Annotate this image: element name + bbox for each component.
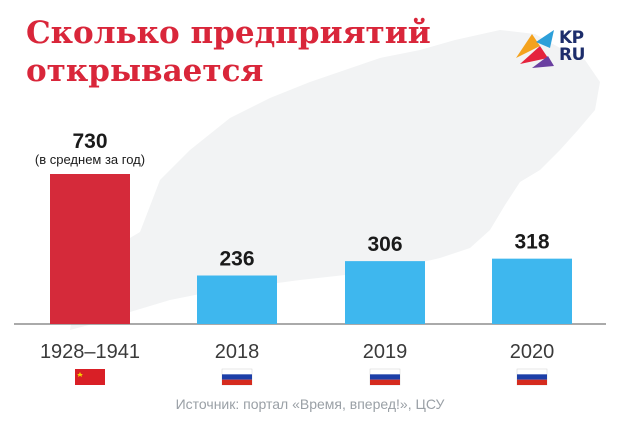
- kp-logo-text: KP RU: [559, 28, 585, 65]
- bar: [492, 258, 572, 324]
- kp-logo: [516, 30, 554, 68]
- bar-group: 236 2018: [197, 248, 277, 386]
- bar-group: 730(в среднем за год) 1928–1941: [35, 130, 145, 385]
- bar-group: 318 2020: [492, 231, 572, 386]
- chart-title: Сколько предприятий открывается: [26, 15, 431, 89]
- data-label: 318: [514, 231, 549, 254]
- category-label: 1928–1941: [40, 341, 140, 363]
- data-label: 236: [219, 248, 254, 271]
- russia-flag-icon: [516, 368, 548, 386]
- bar-group: 306 2019: [345, 233, 425, 386]
- russia-flag-icon: [221, 368, 253, 386]
- data-label: 730: [72, 130, 107, 153]
- russia-flag-icon: [369, 368, 401, 386]
- bar: [345, 261, 425, 324]
- category-label: 2019: [363, 341, 408, 363]
- bar: [197, 275, 277, 324]
- source-note: Источник: портал «Время, вперед!», ЦСУ: [175, 396, 445, 412]
- data-label-note: (в среднем за год): [35, 152, 145, 167]
- bar: [50, 174, 130, 324]
- category-label: 2020: [510, 341, 555, 363]
- ussr-flag-icon: [75, 369, 105, 385]
- data-label: 306: [367, 233, 402, 256]
- category-label: 2018: [215, 341, 260, 363]
